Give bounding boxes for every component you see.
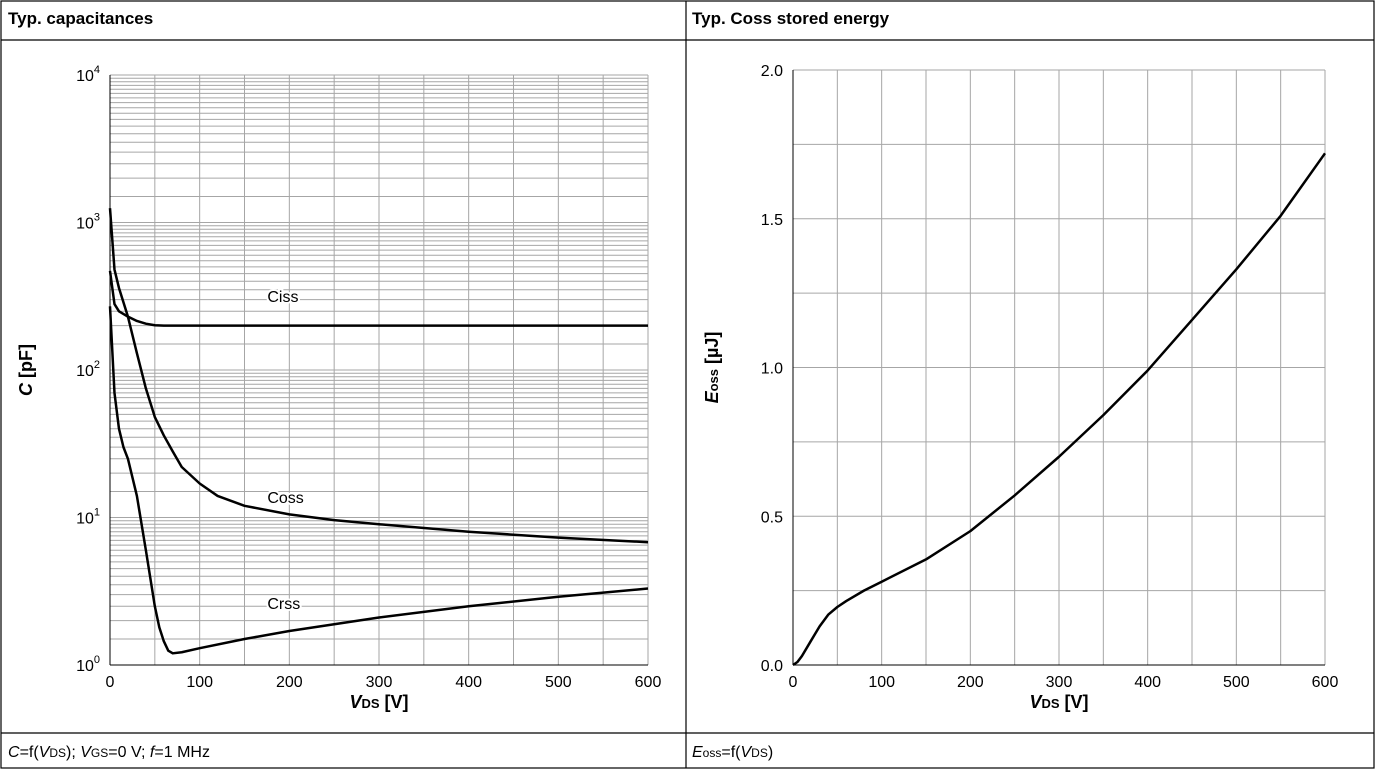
gridlines [109, 74, 649, 666]
capacitance-chart: 0 100 200 300 400 500 600 100 101 102 103 104 VDS [V… [16, 64, 662, 712]
series-coss-label: Coss [267, 490, 303, 507]
condition-part: GS [90, 746, 109, 760]
condition-part: =f( [721, 744, 741, 761]
condition-part: ); [66, 744, 81, 761]
left-condition: C=f(VDS); VGS=0 V; f=1 MHz [8, 744, 210, 762]
x-tick-label: 200 [957, 674, 984, 691]
y-tick-label: 104 [76, 64, 100, 85]
y-tick-label: 101 [76, 507, 100, 528]
condition-part: =0 V; [108, 744, 150, 761]
x-tick-label: 100 [868, 674, 895, 691]
condition-part: oss [702, 746, 722, 760]
y-tick-label: 1.0 [761, 361, 783, 378]
condition-part: DS [751, 746, 768, 760]
y-tick-label: 102 [76, 359, 100, 380]
x-tick-label: 400 [1134, 674, 1161, 691]
y-axis-label: Eoss [µJ] [702, 332, 722, 404]
x-tick-label: 0 [789, 674, 798, 691]
condition-part: V [38, 744, 50, 761]
y-tick-label: 1.5 [761, 212, 783, 229]
condition-part: ) [767, 744, 774, 761]
x-tick-label: 200 [276, 674, 303, 691]
x-tick-label: 600 [1312, 674, 1339, 691]
series-ciss-line [108, 270, 648, 327]
gridlines [792, 69, 1326, 666]
x-tick-label: 0 [106, 674, 115, 691]
x-axis-label: VDS [V] [349, 692, 408, 712]
left-panel-title: Typ. capacitances [8, 9, 154, 28]
x-tick-label: 100 [186, 674, 213, 691]
condition-part: V [80, 744, 91, 761]
y-axis-label: C [pF] [16, 344, 36, 396]
x-tick-label: 500 [1223, 674, 1250, 691]
series-crss-line [108, 306, 649, 655]
y-tick-label: 0.5 [761, 509, 783, 526]
condition-part: V [740, 744, 752, 761]
series-coss-line [108, 208, 649, 544]
series-crss-label: Crss [267, 596, 300, 613]
x-tick-label: 600 [635, 674, 662, 691]
condition-part: =1 MHz [154, 744, 210, 761]
y-tick-label: 0.0 [761, 658, 783, 675]
x-tick-label: 300 [366, 674, 393, 691]
y-tick-label: 100 [76, 654, 100, 675]
condition-part: C [8, 744, 20, 761]
condition-part: =f( [19, 744, 39, 761]
x-tick-label: 400 [455, 674, 482, 691]
condition-part: DS [49, 746, 67, 760]
y-tick-label: 103 [76, 212, 100, 233]
right-condition: Eoss=f(VDS) [692, 744, 773, 762]
x-tick-label: 300 [1046, 674, 1073, 691]
right-panel-title: Typ. Coss stored energy [692, 9, 890, 28]
condition-part: f [149, 744, 155, 761]
x-tick-label: 500 [545, 674, 572, 691]
condition-part: E [692, 744, 703, 761]
series-line [792, 152, 1327, 667]
x-axis-label: VDS [V] [1029, 692, 1088, 712]
series-ciss-label: Ciss [267, 289, 298, 306]
energy-chart: 0 100 200 300 400 500 600 0.0 0.5 1.0 1.5 2.0 VDS [V… [702, 63, 1339, 712]
y-tick-label: 2.0 [761, 63, 783, 80]
